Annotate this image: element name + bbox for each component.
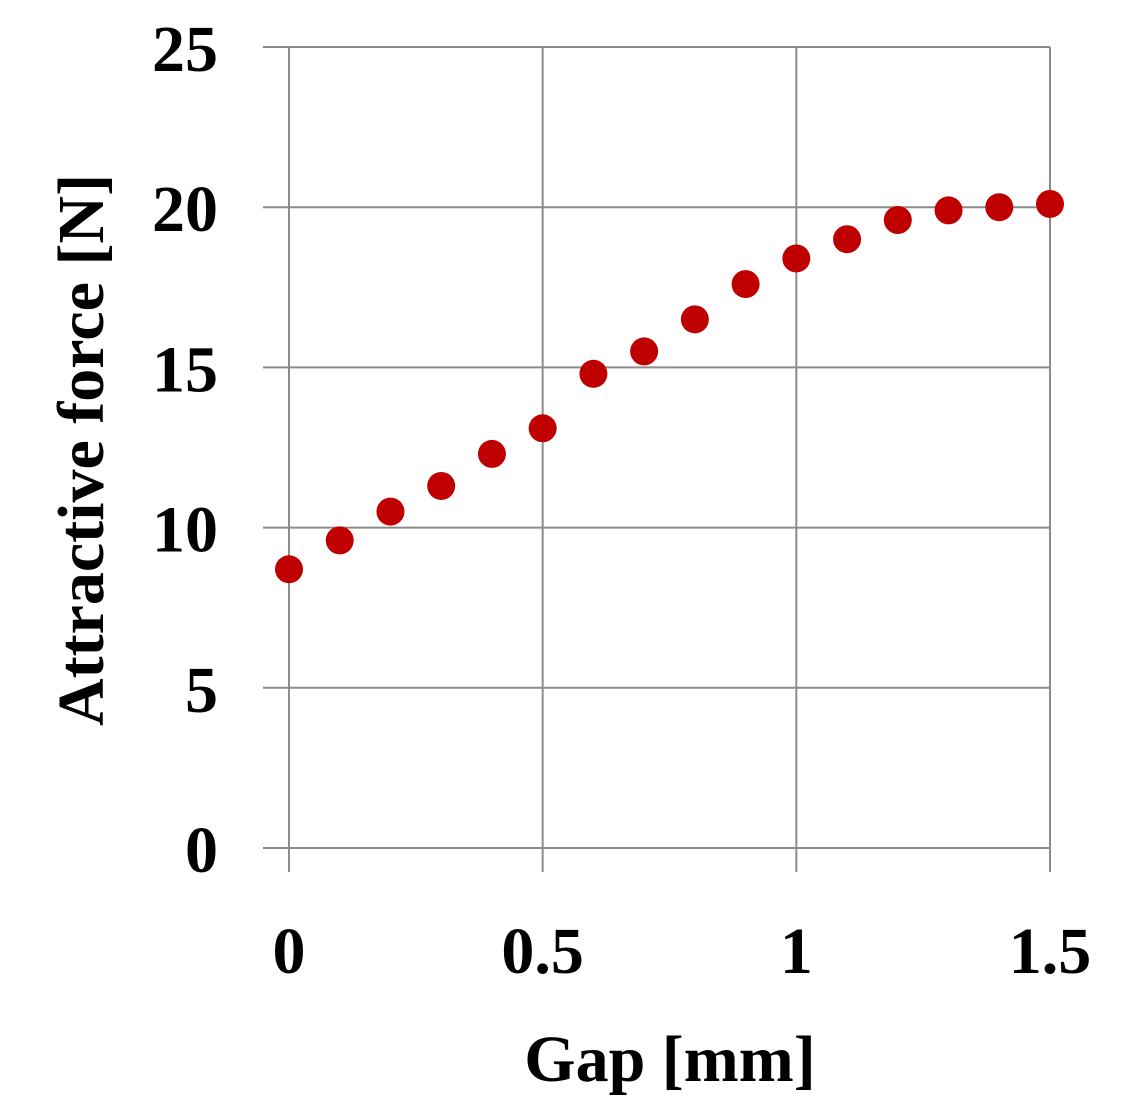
data-point — [630, 337, 659, 366]
x-tick-label: 0 — [273, 915, 306, 988]
x-tick-label: 0.5 — [501, 915, 584, 988]
data-point — [883, 206, 912, 235]
data-point — [985, 193, 1014, 222]
data-point — [731, 270, 760, 299]
data-point — [376, 497, 405, 526]
data-point — [325, 526, 354, 555]
data-point — [934, 196, 963, 225]
y-tick-label: 0 — [185, 814, 218, 887]
data-point — [833, 225, 862, 254]
data-point — [782, 244, 811, 273]
data-point — [680, 305, 709, 334]
y-axis-title: Attractive force [N] — [45, 174, 118, 726]
data-points — [275, 189, 1064, 584]
data-point — [477, 439, 506, 468]
data-point — [275, 555, 303, 584]
x-axis-title: Gap [mm] — [524, 1023, 815, 1096]
x-axis-tick-labels: 0 0.5 1 1.5 — [273, 915, 1092, 988]
data-point — [1036, 189, 1064, 218]
x-tick-label: 1.5 — [1009, 915, 1092, 988]
y-tick-label: 5 — [185, 654, 218, 727]
y-tick-label: 15 — [152, 333, 218, 406]
y-axis-tick-labels: 0 5 10 15 20 25 — [152, 13, 218, 887]
x-tick-label: 1 — [780, 915, 813, 988]
data-point — [427, 471, 456, 500]
data-point — [528, 414, 557, 443]
y-tick-label: 20 — [152, 173, 218, 246]
grid — [263, 46, 1051, 872]
data-point — [579, 359, 608, 388]
y-tick-label: 10 — [152, 494, 218, 567]
y-tick-label: 25 — [152, 13, 218, 86]
